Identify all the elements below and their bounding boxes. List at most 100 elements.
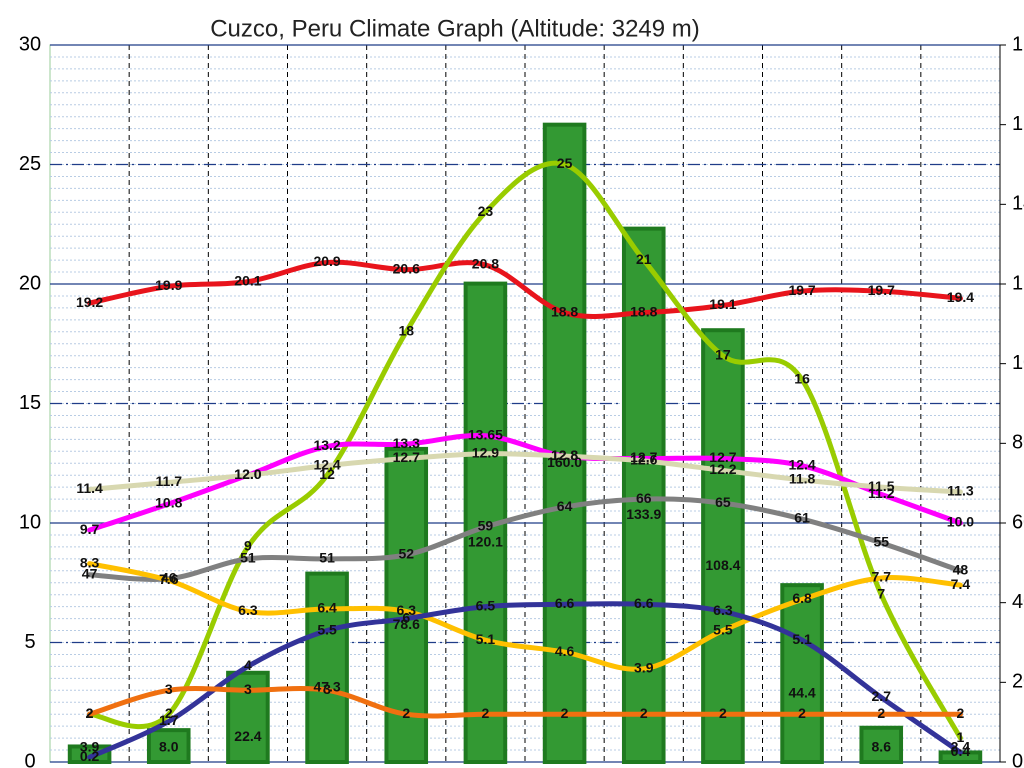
data-label: 7 [877,585,885,601]
data-label: 5.1 [476,631,496,647]
data-label: 1.7 [159,712,179,728]
data-label: 13.3 [393,435,420,451]
data-label: 3 [244,681,252,697]
data-label: 7.7 [872,569,892,585]
data-label: 11.2 [868,485,895,501]
chart-title: Cuzco, Peru Climate Graph (Altitude: 324… [210,15,700,42]
data-label: 3 [323,681,331,697]
data-label: 64 [557,498,573,514]
data-label: 46 [161,569,177,585]
data-label: 12.9 [472,444,499,460]
data-label: 2 [957,705,965,721]
data-label: 10.0 [947,514,974,530]
data-label: 12.2 [709,461,736,477]
data-label: 3 [165,681,173,697]
y-tick-label: 20 [19,272,41,294]
data-label: 25 [557,155,573,171]
y-tick-label: 5 [24,631,35,653]
data-label: 47 [82,565,98,581]
data-label: 52 [398,546,414,562]
data-label: 10.8 [155,495,182,511]
data-label: 59 [478,518,494,534]
data-label: 21 [636,251,652,267]
y-tick-label: 15 [19,392,41,414]
data-label: 6.3 [397,602,417,618]
data-label: 2 [402,705,410,721]
bar [542,122,587,764]
data-label: 12.7 [709,449,736,465]
data-label: 19.2 [76,294,103,310]
data-label: 61 [794,510,810,526]
data-label: 47.3 [313,678,340,694]
data-label: 2 [482,705,490,721]
data-label: 23 [478,203,494,219]
data-label: 4.6 [555,643,575,659]
data-label: 22.4 [234,728,261,744]
y-tick-label: 30 [19,33,41,55]
data-label: 2 [165,705,173,721]
data-label: 6.3 [238,602,258,618]
data-label: 12.7 [630,449,657,465]
data-label: 13.2 [313,437,340,453]
data-label: 65 [715,494,731,510]
data-label: 20.8 [472,256,499,272]
line [87,561,963,672]
data-label: 3.9 [634,659,654,675]
data-label: 1 [957,729,965,745]
data-label: 9 [244,538,252,554]
data-label: 0.2 [80,748,100,764]
data-label: 8.0 [159,739,179,755]
data-label: 4 [244,657,252,673]
y2-tick-label: 160 [1012,113,1024,135]
line [87,432,963,533]
data-label: 12.0 [234,466,261,482]
line [87,686,963,719]
data-label: 11.8 [789,471,816,487]
data-label: 12.0 [234,466,261,482]
data-label: 12.8 [551,447,578,463]
y2-tick-label: 100 [1012,352,1024,374]
data-label: 5.5 [713,621,733,637]
data-label: 2.4 [951,739,971,755]
y2-tick-label: 180 [1012,33,1024,55]
data-label: 6.8 [792,590,812,606]
data-label: 12.4 [788,456,815,472]
data-label: 6 [402,609,410,625]
data-label: 5.1 [792,631,812,647]
data-label: 12.6 [630,452,657,468]
data-label: 12.7 [393,449,420,465]
data-label: 6.5 [476,597,496,613]
data-label: 2 [561,705,569,721]
data-label: 9.7 [80,521,100,537]
data-label: 120.1 [468,534,503,550]
y2-tick-label: 20 [1012,671,1024,693]
data-label: 19.7 [868,282,895,298]
bar [701,328,745,764]
line [87,601,963,760]
data-label: 11.4 [76,480,103,496]
data-label: 11.5 [868,478,895,494]
data-label: 16 [794,370,810,386]
data-label: 2 [798,705,806,721]
data-label: 11.3 [947,483,974,499]
bar [859,725,904,765]
y2-tick-label: 0 [1012,750,1023,768]
data-label: 8.6 [872,739,892,755]
y-tick-label: 10 [19,511,41,533]
data-label: 66 [636,490,652,506]
data-label: 8.3 [80,554,100,570]
bar [305,571,349,764]
data-label: 0.4 [951,743,971,759]
data-label: 6.6 [634,595,654,611]
bar [780,583,824,765]
data-label: 2 [640,705,648,721]
data-label: 12 [319,466,335,482]
data-label: 44.4 [788,684,815,700]
data-label: 12.8 [551,447,578,463]
data-label: 20.6 [393,260,420,276]
data-label: 17 [715,346,731,362]
data-label: 18 [398,323,414,339]
data-label: 2 [877,705,885,721]
y2-tick-label: 140 [1012,193,1024,215]
line [87,496,963,582]
